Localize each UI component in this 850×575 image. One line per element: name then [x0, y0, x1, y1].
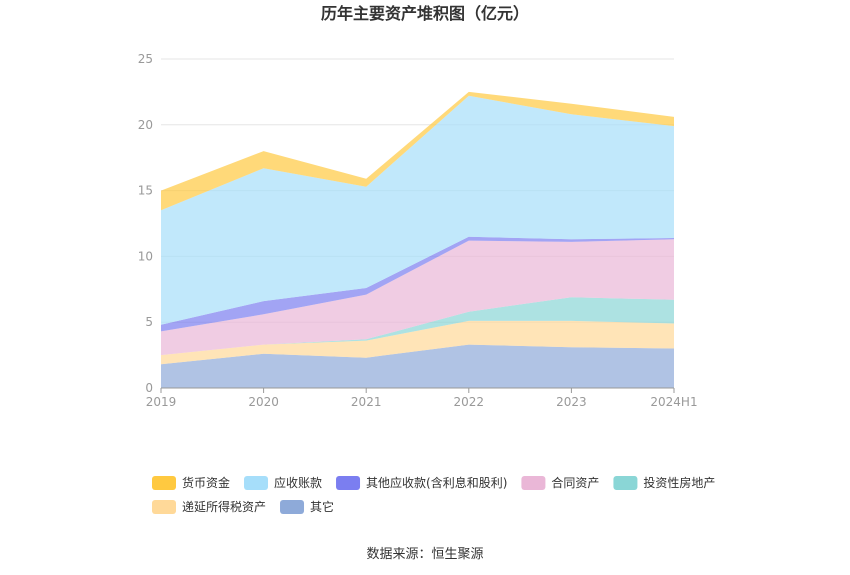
- legend-swatch: [521, 476, 546, 490]
- x-tick-label: 2023: [556, 395, 587, 409]
- legend-item[interactable]: 合同资产: [521, 475, 599, 490]
- area-0: [161, 344, 674, 388]
- legend-swatch: [244, 476, 269, 490]
- y-tick-label: 25: [138, 52, 153, 66]
- axes: 0 5 10 15 20 25 2019 2020 2021 2022 2023 2024H1: [138, 52, 698, 409]
- legend-label: 其它: [310, 499, 334, 514]
- legend-item[interactable]: 递延所得税资产: [152, 499, 266, 514]
- legend-item[interactable]: 应收账款: [244, 475, 322, 490]
- area-5: [161, 95, 674, 325]
- x-tick-label: 2020: [248, 395, 279, 409]
- legend-label: 投资性房地产: [643, 475, 715, 490]
- x-tick-label: 2024H1: [650, 395, 697, 409]
- chart-title: 历年主要资产堆积图（亿元）: [321, 4, 529, 23]
- legend-label: 应收账款: [274, 475, 322, 490]
- legend-swatch: [613, 476, 638, 490]
- legend-item[interactable]: 其他应收款(含利息和股利): [336, 475, 507, 490]
- y-tick-label: 5: [145, 315, 153, 329]
- y-tick-label: 0: [145, 381, 153, 395]
- legend-item[interactable]: 投资性房地产: [613, 475, 715, 490]
- legend-label: 货币资金: [182, 475, 230, 490]
- legend-swatch: [280, 500, 305, 514]
- data-source: 数据来源：恒生聚源: [366, 547, 483, 562]
- y-tick-label: 10: [138, 249, 153, 263]
- legend-swatch: [152, 500, 176, 514]
- x-tick-label: 2022: [454, 395, 485, 409]
- y-tick-label: 20: [138, 118, 153, 132]
- legend-swatch: [152, 476, 176, 490]
- legend-label: 递延所得税资产: [182, 499, 266, 514]
- y-tick-label: 15: [138, 184, 153, 198]
- x-tick-label: 2021: [351, 395, 382, 409]
- legend-label: 其他应收款(含利息和股利): [366, 475, 507, 490]
- area-2: [161, 297, 674, 356]
- legend-label: 合同资产: [551, 475, 599, 490]
- area-1: [161, 320, 674, 365]
- legend-item[interactable]: 货币资金: [152, 475, 230, 490]
- legend-swatch: [336, 476, 361, 490]
- area-series: [161, 91, 674, 388]
- area-6: [161, 91, 674, 211]
- x-tick-label: 2019: [146, 395, 177, 409]
- legend-item[interactable]: 其它: [280, 499, 334, 514]
- area-4: [161, 236, 674, 332]
- area-3: [161, 239, 674, 356]
